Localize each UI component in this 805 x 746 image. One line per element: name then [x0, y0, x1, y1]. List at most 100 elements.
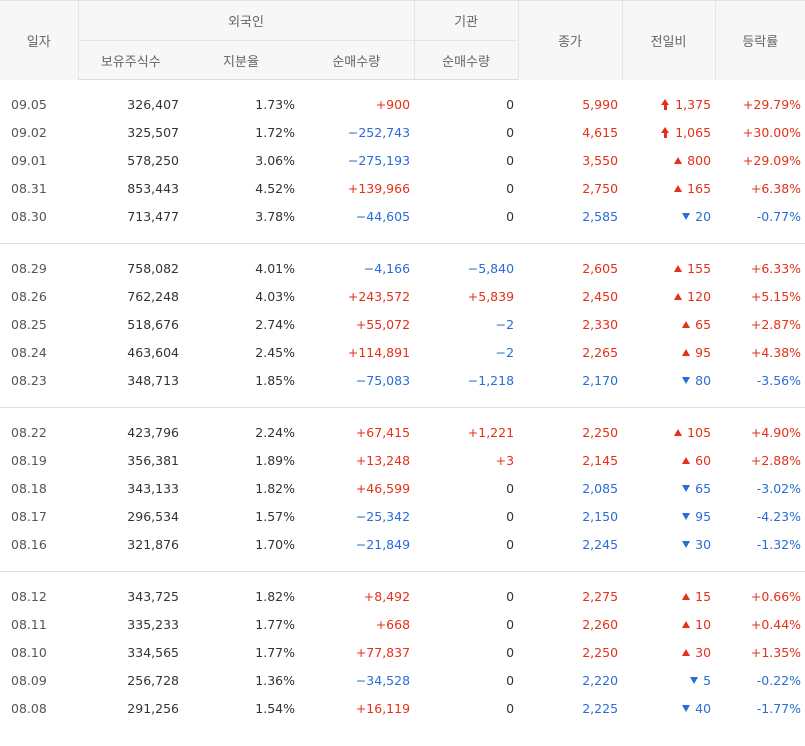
investor-trading-table: 일자 외국인 기관 종가 전일비 등락률 보유주식수 지분율 순매수량 순매수량…	[0, 0, 805, 723]
rate-cell: +4.38%	[750, 344, 802, 360]
change-cell: 40	[622, 694, 715, 722]
change-value: 15	[695, 588, 712, 604]
table-row: 08.26 762,248 4.03% +243,572 +5,839 2,450 120 +…	[0, 282, 805, 310]
down-triangle-icon	[682, 376, 691, 384]
change-value: 165	[687, 180, 712, 196]
close-cell: 2,220	[582, 672, 619, 688]
table-row: 08.11 335,233 1.77% +668 0 2,260 10 +0.44%	[0, 610, 805, 638]
foreign-net-cell: −4,166	[363, 260, 411, 276]
change-value: 120	[687, 288, 712, 304]
holdings-cell: 356,381	[127, 452, 179, 468]
table-row: 09.01 578,250 3.06% −275,193 0 3,550 800 +29.09…	[0, 146, 805, 174]
date-cell: 08.09	[11, 672, 47, 688]
change-cell: 165	[622, 174, 715, 202]
holdings-cell: 758,082	[127, 260, 179, 276]
change-cell: 65	[622, 310, 715, 338]
close-cell: 4,615	[582, 124, 619, 140]
up-triangle-icon	[674, 428, 683, 436]
table-row: 08.24 463,604 2.45% +114,891 −2 2,265 95 +4.38%	[0, 338, 805, 366]
rate-cell: -1.32%	[756, 536, 802, 552]
header-foreign-net: 순매수량	[299, 40, 415, 80]
change-value: 800	[687, 152, 712, 168]
table-row: 08.23 348,713 1.85% −75,083 −1,218 2,170 80 -3.…	[0, 366, 805, 394]
table-body: 09.05 326,407 1.73% +900 0 5,990 1,375 +29.79% 0…	[0, 80, 805, 723]
change-cell: 120	[622, 282, 715, 310]
up-triangle-icon	[682, 320, 691, 328]
holdings-cell: 713,477	[127, 208, 179, 224]
close-cell: 2,170	[582, 372, 619, 388]
rate-cell: +4.90%	[750, 424, 802, 440]
ratio-cell: 1.70%	[255, 536, 295, 552]
inst-net-cell: 0	[506, 700, 515, 716]
inst-net-cell: 0	[506, 480, 515, 496]
rate-cell: +29.09%	[742, 152, 802, 168]
date-cell: 08.30	[11, 208, 47, 224]
ratio-cell: 1.73%	[255, 96, 295, 112]
date-cell: 08.18	[11, 480, 47, 496]
rate-cell: -0.77%	[756, 208, 802, 224]
change-cell: 95	[622, 338, 715, 366]
table-row: 08.12 343,725 1.82% +8,492 0 2,275 15 +0.66%	[0, 582, 805, 610]
rate-cell: +6.33%	[750, 260, 802, 276]
change-cell: 10	[622, 610, 715, 638]
inst-net-cell: 0	[506, 180, 515, 196]
holdings-cell: 762,248	[127, 288, 179, 304]
ratio-cell: 1.57%	[255, 508, 295, 524]
close-cell: 2,260	[582, 616, 619, 632]
inst-net-cell: 0	[506, 96, 515, 112]
change-cell: 105	[622, 418, 715, 446]
change-cell: 155	[622, 254, 715, 282]
ratio-cell: 3.06%	[255, 152, 295, 168]
rate-cell: -3.56%	[756, 372, 802, 388]
foreign-net-cell: +139,966	[347, 180, 411, 196]
ratio-cell: 1.89%	[255, 452, 295, 468]
foreign-net-cell: −275,193	[347, 152, 411, 168]
foreign-net-cell: −75,083	[355, 372, 411, 388]
up-triangle-icon	[682, 456, 691, 464]
close-cell: 2,245	[582, 536, 619, 552]
inst-net-cell: +3	[495, 452, 515, 468]
close-cell: 3,550	[582, 152, 619, 168]
date-cell: 08.10	[11, 644, 47, 660]
table-row: 08.09 256,728 1.36% −34,528 0 2,220 5 -0.22%	[0, 666, 805, 694]
ratio-cell: 1.36%	[255, 672, 295, 688]
holdings-cell: 853,443	[127, 180, 179, 196]
up-triangle-icon	[682, 592, 691, 600]
foreign-net-cell: −21,849	[355, 536, 411, 552]
foreign-net-cell: +114,891	[347, 344, 411, 360]
date-cell: 08.08	[11, 700, 47, 716]
ratio-cell: 4.52%	[255, 180, 295, 196]
header-ratio: 지분율	[183, 40, 299, 80]
table-row: 08.30 713,477 3.78% −44,605 0 2,585 20 -0.77%	[0, 202, 805, 230]
ratio-cell: 1.77%	[255, 616, 295, 632]
holdings-cell: 423,796	[127, 424, 179, 440]
change-value: 30	[695, 644, 712, 660]
ratio-cell: 1.54%	[255, 700, 295, 716]
rate-cell: -3.02%	[756, 480, 802, 496]
limit-up-arrow-icon	[661, 98, 670, 110]
foreign-net-cell: −25,342	[355, 508, 411, 524]
close-cell: 2,450	[582, 288, 619, 304]
close-cell: 2,250	[582, 424, 619, 440]
ratio-cell: 1.82%	[255, 588, 295, 604]
down-triangle-icon	[682, 212, 691, 220]
holdings-cell: 518,676	[127, 316, 179, 332]
change-value: 30	[695, 536, 712, 552]
change-value: 65	[695, 316, 712, 332]
down-triangle-icon	[690, 676, 699, 684]
header-rate: 등락률	[714, 0, 805, 80]
change-value: 65	[695, 480, 712, 496]
inst-net-cell: −2	[495, 316, 515, 332]
up-triangle-icon	[674, 156, 683, 164]
foreign-net-cell: +55,072	[355, 316, 411, 332]
foreign-net-cell: +46,599	[355, 480, 411, 496]
ratio-cell: 1.77%	[255, 644, 295, 660]
change-value: 40	[695, 700, 712, 716]
change-value: 1,375	[675, 96, 712, 112]
change-value: 95	[695, 508, 712, 524]
close-cell: 2,225	[582, 700, 619, 716]
change-cell: 1,065	[622, 118, 715, 146]
ratio-cell: 1.85%	[255, 372, 295, 388]
change-cell: 800	[622, 146, 715, 174]
date-cell: 08.16	[11, 536, 47, 552]
